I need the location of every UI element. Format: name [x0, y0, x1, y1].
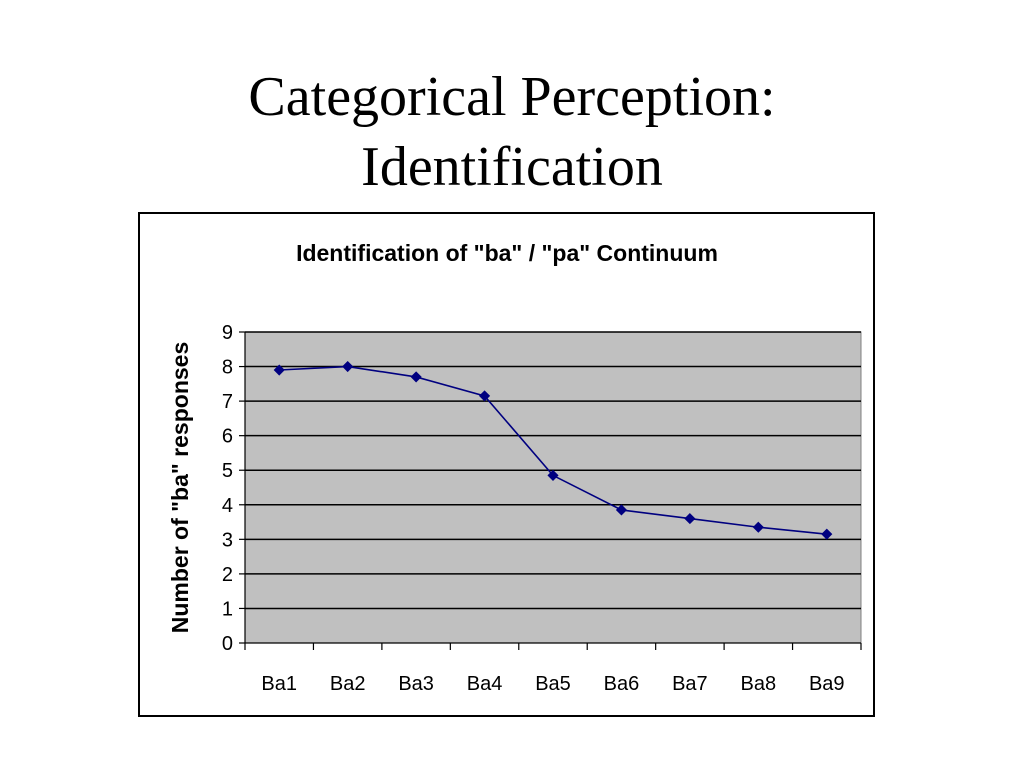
x-tick-labels: Ba1 Ba2 Ba3 Ba4 Ba5 Ba6 Ba7 Ba8 Ba9	[261, 673, 844, 695]
y-tick-label: 6	[222, 426, 233, 448]
slide-title-line-1: Categorical Perception:	[248, 66, 776, 128]
chart-title: Identification of "ba" / "pa" Continuum	[296, 240, 718, 266]
y-tick-label: 7	[222, 391, 233, 413]
axes	[239, 331, 862, 650]
y-axis-label: Number of "ba" responses	[167, 342, 193, 634]
y-tick-label: 4	[222, 495, 233, 517]
x-tick-label: Ba9	[809, 673, 845, 695]
chart-frame: Identification of "ba" / "pa" Continuum …	[138, 212, 875, 717]
data-point	[273, 364, 285, 376]
x-tick-label: Ba7	[672, 673, 708, 695]
data-point	[478, 390, 491, 402]
data-series	[273, 360, 833, 540]
y-tick-label: 5	[222, 460, 233, 482]
y-tick-label: 3	[222, 529, 233, 551]
data-point	[684, 513, 696, 525]
x-tick-label: Ba6	[604, 673, 640, 695]
x-tick-label: Ba2	[330, 673, 366, 695]
data-point	[410, 371, 422, 383]
y-tick-label: 9	[222, 322, 233, 344]
data-point	[547, 469, 559, 481]
line-chart: Identification of "ba" / "pa" Continuum …	[167, 240, 862, 695]
x-tick-label: Ba1	[261, 673, 297, 695]
y-tick-label: 1	[222, 598, 233, 620]
data-point	[752, 521, 764, 533]
y-tick-labels: 0 1 2 3 4 5 6 7 8 9	[222, 322, 233, 655]
y-tick-label: 8	[222, 357, 233, 379]
slide-title-line-2: Identification	[361, 136, 663, 198]
y-tick-label: 2	[222, 564, 233, 586]
x-tick-label: Ba4	[467, 673, 503, 695]
slide-title: Categorical Perception: Identification	[0, 62, 1024, 202]
x-tick-label: Ba3	[398, 673, 434, 695]
data-point	[615, 504, 628, 516]
data-point	[821, 528, 833, 540]
data-point	[342, 360, 354, 373]
plot-area	[244, 331, 862, 644]
x-tick-label: Ba5	[535, 673, 571, 695]
y-tick-label: 0	[222, 633, 233, 655]
x-tick-label: Ba8	[741, 673, 777, 695]
